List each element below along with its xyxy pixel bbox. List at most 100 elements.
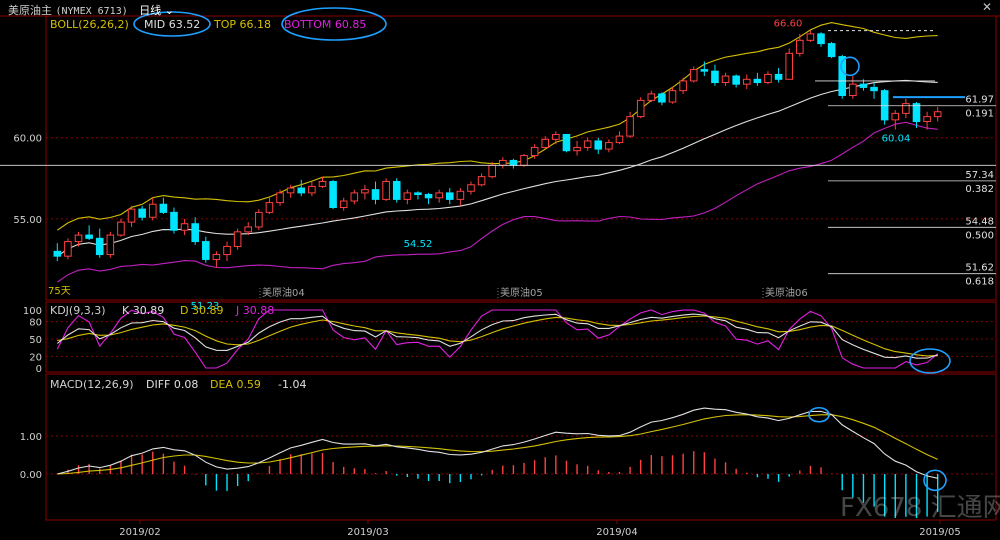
candle-body [838, 56, 847, 97]
highlight-circle-price [840, 56, 860, 77]
candle-body [371, 189, 380, 200]
fib-ratio-label: 0.618 [965, 277, 994, 288]
candle-body [499, 159, 507, 166]
candle-body [212, 254, 221, 260]
instrument-title: 美原油主 (NYMEX 6713) 日线 ⌄ [8, 2, 174, 18]
candle-body [445, 192, 454, 200]
macd-panel [45, 373, 997, 521]
chevron-down-icon[interactable]: ⌄ [164, 4, 174, 17]
highlight-circle-bottom [281, 7, 387, 41]
candle-body [382, 181, 390, 200]
candle-body [859, 83, 868, 88]
candle-body [265, 202, 274, 213]
candle-body [85, 234, 93, 239]
close-icon[interactable]: ✕ [981, 0, 992, 14]
fib-ratio-label: 0.382 [965, 184, 994, 195]
candle-body [689, 69, 698, 82]
macd-dea-line [57, 414, 938, 475]
fib-price-label: 51.62 [965, 263, 994, 274]
macd-value-label: -1.04 [278, 378, 306, 391]
x-tick-label: 2019/04 [596, 527, 638, 538]
candle-body [74, 234, 83, 243]
candle-body [127, 208, 136, 223]
candle-body [424, 194, 433, 199]
candle-body [318, 181, 327, 187]
x-tick-label: 2019/03 [347, 527, 389, 538]
candle-body [255, 211, 263, 228]
candle-body [233, 231, 242, 247]
candle-body [286, 187, 295, 194]
macd-tick-label: 1.00 [20, 432, 42, 443]
low-annotation-c: 60.04 [882, 134, 911, 145]
candle-body [392, 181, 401, 200]
contract-label: 美原油05 [500, 286, 543, 299]
kdj-k-label: K 30.89 [122, 304, 164, 317]
candle-body [520, 155, 528, 166]
fib-price-label: 54.48 [965, 216, 994, 227]
candle-body [509, 159, 518, 166]
candle-body [191, 223, 199, 243]
macd-label: MACD(12,26,9) [50, 378, 134, 391]
kdj-tick-label: 50 [29, 335, 42, 346]
high-annotation: 66.60 [774, 19, 803, 30]
candle-body [605, 142, 613, 150]
candle-body [806, 33, 815, 41]
candle-body [658, 93, 666, 103]
candle-body [573, 146, 581, 152]
macd-diff-label: DIFF 0.08 [146, 378, 198, 391]
candle-body [276, 192, 284, 204]
candle-body [711, 70, 719, 84]
candle-body [170, 211, 178, 231]
kdj-tick-label: 80 [29, 318, 42, 329]
candle-body [753, 78, 762, 84]
candle-body [827, 43, 836, 58]
candle-body [817, 33, 825, 45]
candle-body [403, 192, 412, 200]
fib-ratio-label: 0.191 [965, 109, 994, 120]
candle-body [477, 176, 486, 186]
candle-body [912, 103, 921, 122]
candle-body [467, 184, 475, 192]
low-annotation-b: 54.52 [404, 239, 433, 250]
boll-top-line [56, 22, 938, 231]
candle-body [615, 135, 624, 144]
kdj-tick-label: 0 [36, 364, 42, 375]
candle-body [53, 250, 62, 257]
boll-bottom-line [56, 121, 938, 283]
kdj-j-line [56, 309, 939, 369]
candle-body [456, 190, 465, 200]
candle-body [138, 208, 146, 218]
candle-body [785, 52, 793, 80]
highlight-circle-mid [133, 11, 211, 37]
boll-mid-line [56, 79, 938, 257]
candle-body [721, 75, 730, 84]
boll-bottom-label: BOTTOM 60.85 [284, 18, 366, 31]
candle-body [414, 192, 422, 196]
period-select[interactable]: 日线 [139, 4, 162, 17]
candle-body [308, 185, 316, 194]
candle-body [626, 116, 634, 137]
price-tick-label: 60.00 [13, 134, 42, 145]
candle-body [159, 203, 168, 213]
instrument-code: (NYMEX 6713) [55, 6, 128, 17]
kdj-k-line [56, 313, 938, 359]
fib-price-label: 57.34 [965, 170, 994, 181]
candle-body [902, 103, 910, 114]
candle-body [552, 133, 560, 140]
kdj-tick-label: 100 [23, 306, 42, 317]
candle-body [933, 111, 942, 118]
boll-top-label: TOP 66.18 [213, 18, 271, 31]
kdj-j-label: J 30.88 [235, 304, 274, 317]
candle-body [488, 164, 496, 178]
kdj-label: KDJ(9,3,3) [50, 304, 106, 317]
candle-body [796, 39, 804, 54]
candle-body [350, 192, 359, 202]
highlight-circle-macd [923, 469, 947, 492]
kdj-panel [45, 301, 997, 373]
x-tick-label: 2019/05 [919, 527, 961, 538]
candle-body [562, 133, 571, 152]
low-annotation-a: 51.23 [191, 301, 220, 312]
candle-body [435, 192, 443, 199]
macd-dea-label: DEA 0.59 [210, 378, 261, 391]
